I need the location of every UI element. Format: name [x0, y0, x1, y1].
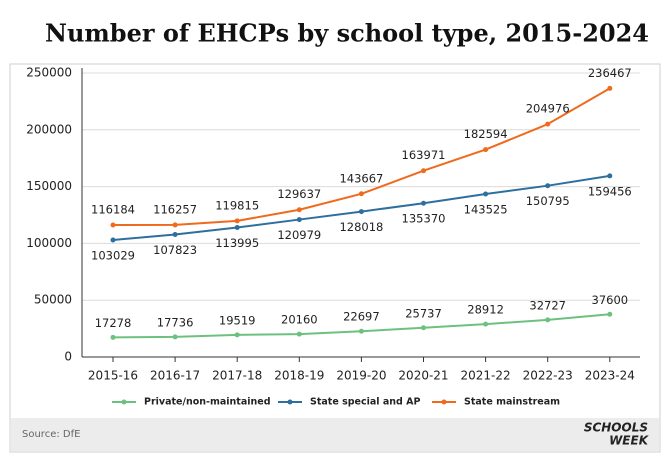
point: [607, 173, 613, 179]
data-label: 129637: [277, 187, 321, 201]
data-label: 28912: [467, 303, 504, 317]
y-tick-label: 250000: [26, 66, 72, 80]
data-label: 17278: [95, 316, 132, 330]
legend-label: Private/non-maintained: [144, 397, 271, 408]
x-tick-label: 2015-16: [88, 369, 138, 383]
data-label: 150795: [526, 194, 570, 208]
y-tick-label: 100000: [26, 236, 72, 250]
data-label: 20160: [281, 313, 318, 327]
data-label: 107823: [153, 243, 197, 257]
x-tick-label: 2023-24: [585, 369, 635, 383]
data-label: 17736: [157, 315, 194, 329]
point: [296, 331, 302, 337]
y-tick-label: 50000: [34, 293, 72, 307]
point: [110, 222, 116, 228]
point: [607, 85, 613, 91]
point: [172, 232, 178, 238]
x-tick-label: 2021-22: [461, 369, 511, 383]
x-tick-label: 2019-20: [336, 369, 386, 383]
logo-line: SCHOOLS: [584, 421, 648, 435]
point: [545, 317, 551, 323]
point: [545, 121, 551, 127]
point: [358, 328, 364, 334]
x-tick-label: 2017-18: [212, 369, 262, 383]
point: [234, 332, 240, 338]
data-label: 22697: [343, 310, 380, 324]
data-label: 128018: [339, 220, 383, 234]
footer-band: [11, 418, 659, 451]
data-label: 159456: [588, 184, 632, 198]
data-label: 163971: [402, 148, 446, 162]
point: [296, 207, 302, 213]
x-tick-label: 2020-21: [398, 369, 448, 383]
data-label: 119815: [215, 198, 259, 212]
data-label: 116257: [153, 202, 197, 216]
point: [110, 237, 116, 243]
x-tick-label: 2022-23: [523, 369, 573, 383]
data-label: 120979: [277, 228, 321, 242]
data-label: 135370: [402, 212, 446, 226]
legend-label: State special and AP: [310, 397, 420, 408]
x-tick-label: 2018-19: [274, 369, 324, 383]
point: [172, 334, 178, 340]
data-label: 25737: [405, 306, 442, 320]
point: [607, 311, 613, 317]
legend-dot: [287, 399, 293, 405]
data-label: 204976: [526, 102, 570, 116]
y-tick-label: 200000: [26, 122, 72, 136]
point: [358, 191, 364, 197]
logo-line: WEEK: [609, 434, 650, 448]
point: [421, 200, 426, 206]
point: [421, 325, 426, 331]
point: [234, 218, 240, 224]
point: [234, 225, 240, 231]
data-label: 32727: [529, 298, 566, 312]
x-tick-label: 2016-17: [150, 369, 200, 383]
data-label: 37600: [592, 293, 629, 307]
data-label: 182594: [464, 127, 508, 141]
y-tick-label: 150000: [26, 179, 72, 193]
data-label: 116184: [91, 203, 135, 217]
data-label: 19519: [219, 313, 256, 327]
source: Source: DfE: [22, 429, 80, 440]
point: [296, 217, 302, 223]
data-label: 143667: [339, 171, 383, 185]
y-tick-label: 0: [64, 350, 72, 364]
legend-label: State mainstream: [464, 397, 560, 408]
chart-title: Number of EHCPs by school type, 2015-202…: [45, 19, 649, 48]
point: [358, 209, 364, 215]
frame: [9, 63, 661, 453]
legend-dot: [121, 399, 127, 405]
point: [483, 321, 489, 327]
point: [483, 191, 489, 197]
data-label: 236467: [588, 66, 632, 80]
point: [421, 168, 426, 174]
data-label: 103029: [91, 248, 135, 262]
data-label: 113995: [215, 236, 259, 250]
point: [172, 222, 178, 228]
point: [110, 334, 116, 340]
legend-dot: [441, 399, 447, 405]
point: [483, 147, 489, 153]
data-label: 143525: [464, 202, 508, 216]
point: [545, 183, 551, 189]
